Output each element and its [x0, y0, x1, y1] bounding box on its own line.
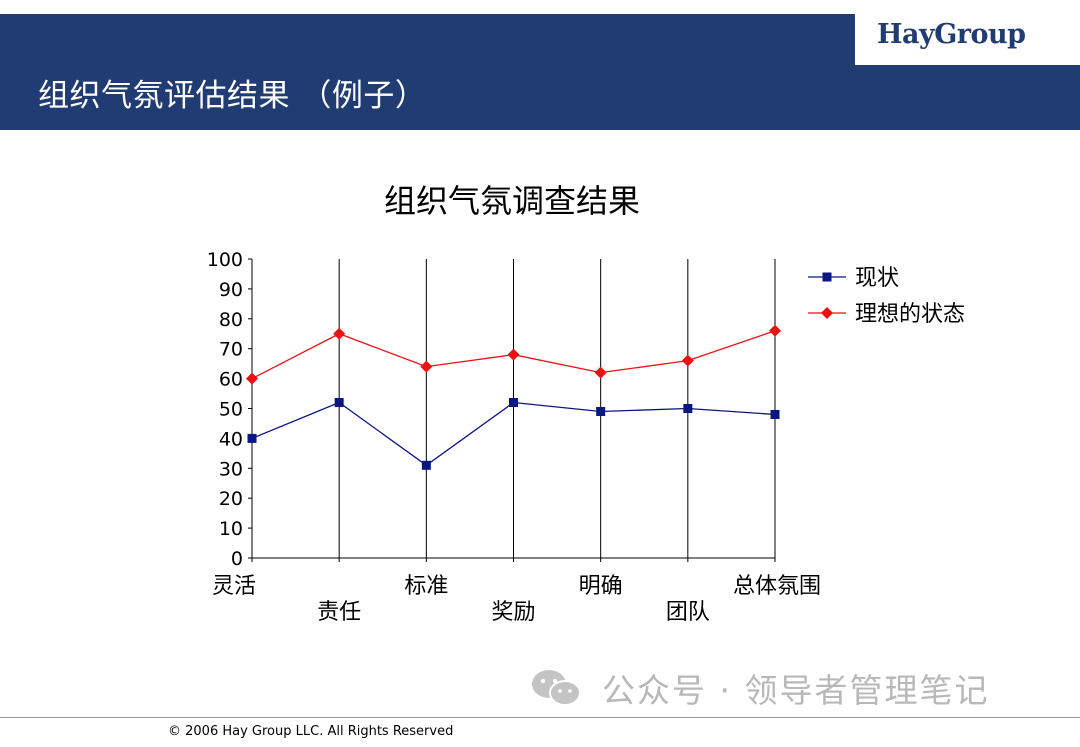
legend-marker	[822, 272, 832, 282]
x-tick-label: 团队	[666, 600, 710, 625]
data-point-ideal	[594, 366, 607, 379]
x-tick-label: 总体氛围	[733, 574, 821, 599]
x-tick-label: 灵活	[212, 574, 256, 599]
watermark: 公众号 · 领导者管理笔记	[530, 664, 989, 712]
footer-divider	[0, 717, 1080, 718]
data-point-current	[509, 398, 518, 408]
y-tick-label: 20	[219, 488, 243, 510]
data-point-ideal	[246, 372, 258, 385]
x-tick-label: 明确	[579, 574, 623, 599]
y-tick-label: 30	[219, 458, 243, 480]
x-tick-label: 奖励	[491, 600, 535, 625]
data-point-current	[770, 409, 780, 419]
y-tick-label: 10	[219, 518, 243, 540]
legend-marker	[821, 307, 833, 319]
data-point-current	[596, 406, 606, 416]
y-tick-label: 50	[219, 399, 243, 421]
chart-title: 组织气氛调查结果	[383, 182, 640, 220]
data-point-ideal	[420, 360, 433, 373]
legend-label: 理想的状态	[855, 302, 965, 327]
data-point-current	[247, 433, 257, 443]
slide-title: 组织气氛评估结果 （例子）	[38, 78, 427, 114]
data-point-current	[421, 460, 431, 470]
legend-label: 现状	[855, 266, 899, 291]
x-tick-label: 标准	[404, 574, 448, 599]
y-tick-label: 40	[219, 428, 243, 450]
y-tick-label: 90	[219, 279, 243, 301]
data-point-current	[334, 398, 344, 408]
data-point-ideal	[333, 327, 346, 340]
header-bar: HayGroup 组织气氛评估结果 （例子）	[0, 14, 1080, 130]
y-tick-label: 80	[219, 309, 243, 331]
y-tick-label: 100	[207, 249, 243, 271]
wechat-icon	[530, 668, 582, 708]
watermark-text: 公众号 · 领导者管理笔记	[602, 671, 990, 710]
data-point-current	[683, 404, 693, 413]
y-tick-label: 0	[231, 548, 243, 570]
y-tick-label: 70	[219, 339, 243, 361]
x-tick-label: 责任	[317, 600, 361, 625]
y-tick-label: 60	[219, 369, 243, 391]
logo-box: HayGroup	[855, 14, 1080, 65]
data-point-ideal	[769, 324, 781, 337]
data-point-ideal	[507, 348, 520, 361]
brand-logo: HayGroup	[877, 19, 1026, 50]
data-point-ideal	[681, 354, 694, 367]
copyright: © 2006 Hay Group LLC. All Rights Reserve…	[168, 724, 454, 739]
